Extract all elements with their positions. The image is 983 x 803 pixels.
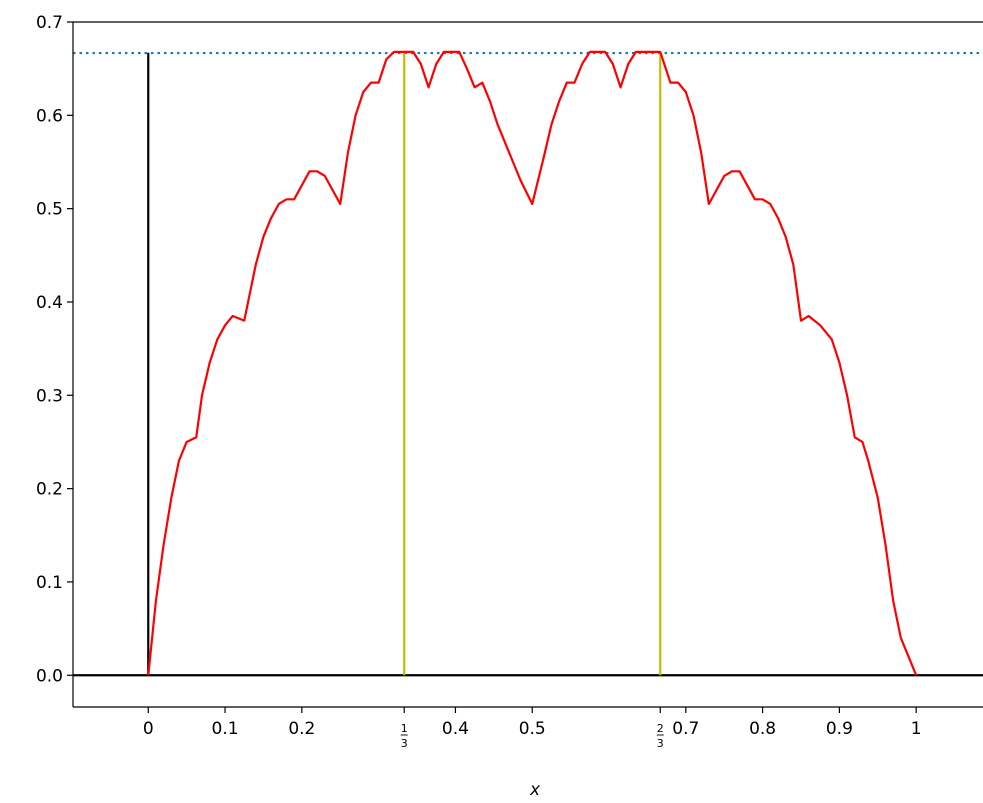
- x-tick-label: 0.4: [442, 719, 469, 739]
- x-ticks: 0 0.1 0.2 1 3 0.4 0.5 2 3 0.7 0.8 0.9 1: [143, 707, 922, 750]
- x-tick-label: 0.1: [212, 719, 239, 739]
- y-tick-label: 0.6: [36, 106, 63, 126]
- x-tick-label: 0.9: [826, 719, 853, 739]
- x-tick-label-numerator: 2: [657, 722, 664, 735]
- plot-background: [73, 22, 983, 707]
- x-tick-label-numerator: 1: [401, 722, 408, 735]
- x-tick-label-denominator: 3: [401, 737, 408, 750]
- y-ticks: 0.0 0.1 0.2 0.3 0.4 0.5 0.6 0.7: [36, 13, 73, 686]
- y-tick-label: 0.1: [36, 573, 63, 593]
- x-tick-label: 0.5: [519, 719, 546, 739]
- series-line-0: [147, 50, 918, 676]
- y-tick-label: 0.4: [36, 293, 63, 313]
- y-tick-label: 0.5: [36, 200, 63, 220]
- x-tick-label: 1: [911, 719, 922, 739]
- series-layer: [147, 50, 918, 676]
- y-tick-label: 0.3: [36, 386, 63, 406]
- y-tick-label: 0.7: [36, 13, 63, 33]
- x-tick-label: 0.8: [749, 719, 776, 739]
- reference-lines: [73, 51, 983, 677]
- x-tick-label-denominator: 3: [657, 737, 664, 750]
- x-tick-label: 0: [143, 719, 154, 739]
- x-tick-label: 0.2: [288, 719, 315, 739]
- y-tick-label: 0.2: [36, 480, 63, 500]
- x-axis-label: x: [529, 780, 541, 800]
- y-tick-label: 0.0: [36, 666, 63, 686]
- x-tick-label: 0.7: [672, 719, 699, 739]
